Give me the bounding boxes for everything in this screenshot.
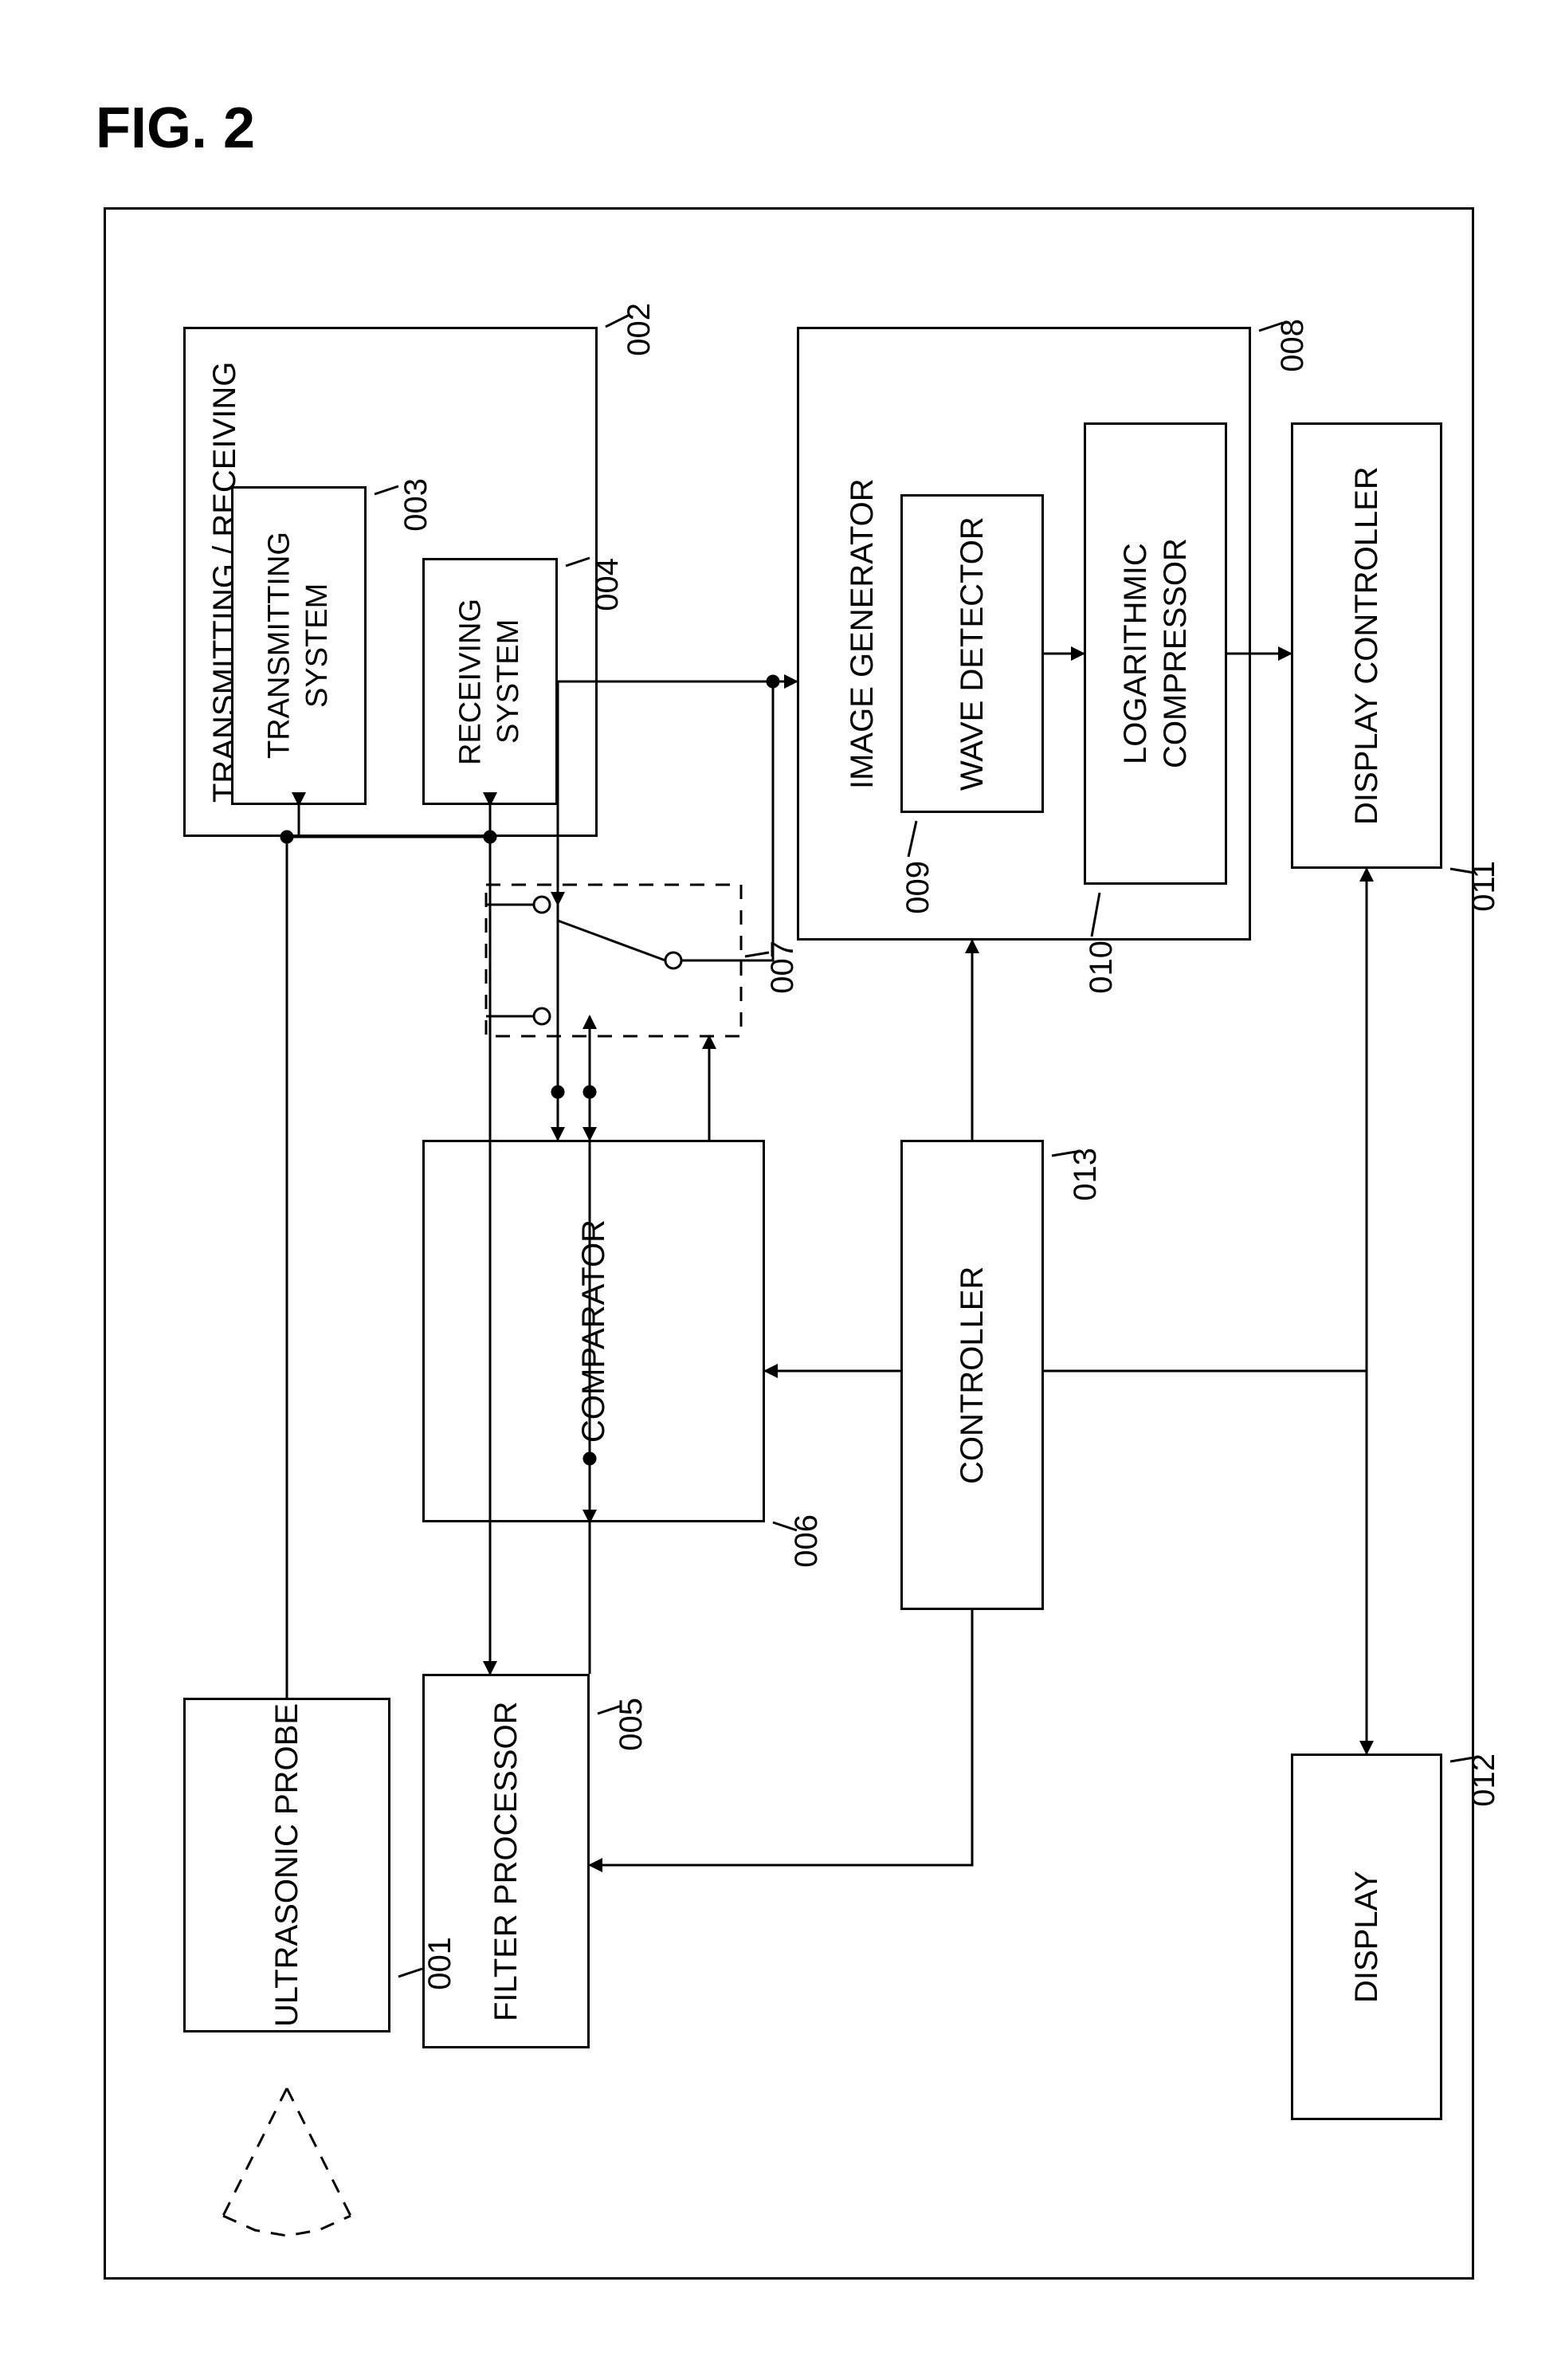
display-controller-block: DISPLAY CONTROLLER xyxy=(1291,422,1442,869)
wave-detector-block: WAVE DETECTOR xyxy=(900,494,1044,813)
ref-006: 006 xyxy=(789,1514,825,1568)
ref-010: 010 xyxy=(1084,941,1120,994)
ref-008: 008 xyxy=(1275,319,1311,372)
ref-005: 005 xyxy=(614,1698,649,1751)
comparator-block: COMPARATOR xyxy=(422,1140,765,1522)
filter-processor-block: FILTER PROCESSOR xyxy=(422,1674,590,2048)
ref-004: 004 xyxy=(590,558,626,611)
ref-002: 002 xyxy=(622,303,657,356)
ref-007: 007 xyxy=(765,941,801,994)
display-block: DISPLAY xyxy=(1291,1754,1442,2120)
figure-title: FIG. 2 xyxy=(96,96,255,161)
ref-009: 009 xyxy=(900,861,936,914)
image-generator-label: IMAGE GENERATOR xyxy=(845,343,881,925)
ref-003: 003 xyxy=(398,478,434,532)
logarithmic-compressor-block: LOGARITHMIC COMPRESSOR xyxy=(1084,422,1227,885)
ultrasonic-probe-block: ULTRASONIC PROBE xyxy=(183,1698,390,2032)
transmitting-system-block: TRANSMITTING SYSTEM xyxy=(231,486,367,805)
receiving-system-block: RECEIVING SYSTEM xyxy=(422,558,558,805)
ref-013: 013 xyxy=(1068,1148,1104,1201)
ref-011: 011 xyxy=(1466,861,1502,912)
ref-001: 001 xyxy=(422,1937,458,1990)
ref-012: 012 xyxy=(1466,1754,1502,1807)
controller-block: CONTROLLER xyxy=(900,1140,1044,1610)
